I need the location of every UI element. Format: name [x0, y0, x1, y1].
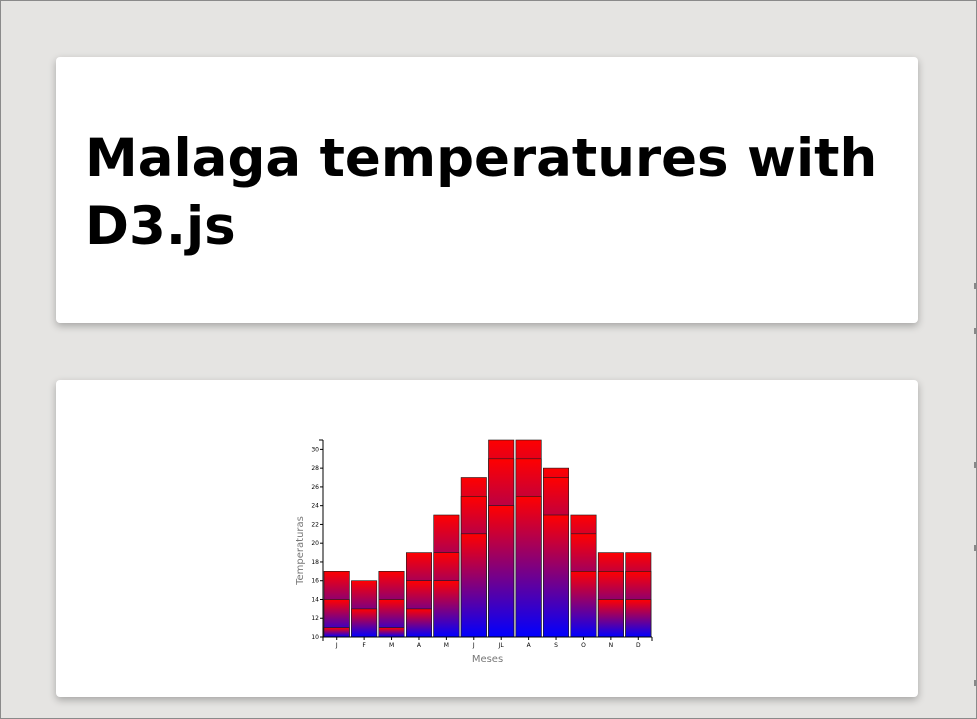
y-tick-label: 18 [311, 559, 319, 566]
chart-card: 10 12 14 16 18 20 22 24 26 28 30 J F M A M J JL A S O N D Mes… [56, 380, 918, 697]
bar [323, 627, 350, 638]
bar [460, 533, 487, 638]
x-tick-label: JL [498, 642, 505, 649]
y-tick-label: 20 [311, 540, 319, 547]
temperature-bar-chart: 10 12 14 16 18 20 22 24 26 28 30 J F M A M J JL A S O N D Mes… [295, 439, 653, 665]
x-tick-label: S [554, 642, 558, 649]
bar [570, 571, 597, 638]
scroll-edge-mark [974, 283, 976, 289]
bar [488, 505, 515, 638]
y-tick-label: 30 [311, 446, 319, 453]
y-axis-title: Temperaturas [295, 516, 306, 586]
x-axis: J F M A M J JL A S O N D [322, 636, 653, 649]
bar [515, 496, 542, 638]
scroll-edge-mark [974, 462, 976, 468]
y-tick-label: 16 [311, 578, 319, 585]
x-tick-label: J [472, 642, 475, 649]
x-tick-label: O [581, 642, 586, 649]
x-tick-label: M [444, 642, 449, 649]
y-tick-label: 26 [311, 484, 319, 491]
y-tick-label: 28 [311, 465, 319, 472]
x-tick-label: M [389, 642, 394, 649]
scroll-edge-mark [974, 680, 976, 686]
x-tick-label: J [335, 642, 338, 649]
y-tick-label: 12 [311, 615, 319, 622]
bar [625, 599, 652, 638]
x-tick-label: F [362, 642, 366, 649]
y-axis: 10 12 14 16 18 20 22 24 26 28 30 [311, 439, 324, 641]
page-title: Malaga temperatures with D3.js [85, 128, 878, 257]
x-tick-label: A [417, 642, 422, 649]
bars-group [323, 439, 652, 638]
y-tick-label: 24 [311, 503, 319, 510]
y-tick-label: 14 [311, 596, 319, 603]
bar [378, 627, 405, 638]
y-tick-label: 22 [311, 521, 319, 528]
y-tick-label: 10 [311, 634, 319, 641]
bar [405, 608, 432, 638]
bar [433, 580, 460, 638]
x-axis-title: Meses [472, 654, 503, 665]
title-card: Malaga temperatures with D3.js [56, 57, 918, 323]
bar [597, 599, 624, 638]
x-tick-label: N [609, 642, 614, 649]
bar [351, 608, 378, 638]
x-tick-label: D [636, 642, 641, 649]
scroll-edge-mark [974, 328, 976, 334]
bar [542, 514, 569, 638]
scroll-edge-mark [974, 545, 976, 551]
x-tick-label: A [527, 642, 532, 649]
